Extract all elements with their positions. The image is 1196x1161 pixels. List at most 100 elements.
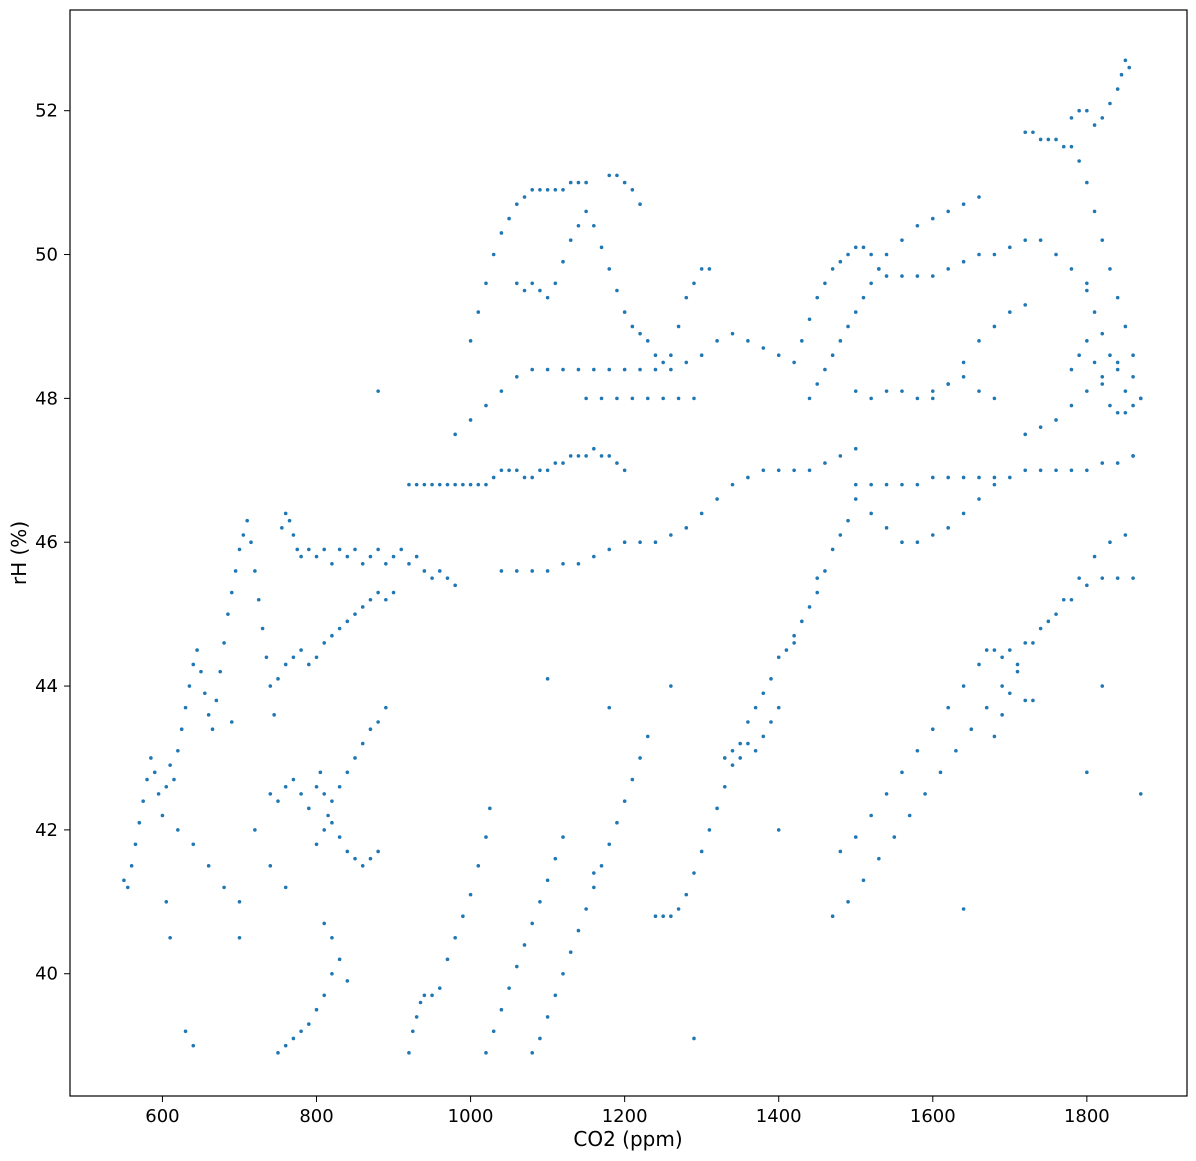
y-axis-ticks: 40 42 44 46 48 50 52	[35, 101, 70, 985]
scatter-point	[630, 324, 635, 329]
scatter-point	[203, 691, 207, 696]
scatter-point	[800, 339, 804, 343]
scatter-point	[353, 612, 357, 616]
scatter-point	[753, 705, 758, 710]
scatter-point	[345, 554, 350, 559]
scatter-point	[954, 748, 958, 753]
scatter-point	[561, 835, 565, 839]
scatter-point	[992, 252, 997, 257]
scatter-point	[1085, 468, 1089, 473]
scatter-point	[815, 590, 820, 595]
scatter-point	[607, 367, 612, 372]
scatter-point	[1108, 540, 1112, 545]
scatter-point	[283, 662, 288, 667]
scatter-point	[553, 993, 558, 998]
scatter-point	[307, 1022, 311, 1026]
scatter-point	[838, 259, 843, 264]
scatter-point	[846, 900, 850, 904]
scatter-point	[584, 396, 588, 401]
scatter-point	[830, 267, 835, 271]
scatter-point	[145, 777, 149, 782]
scatter-point	[538, 468, 542, 473]
scatter-point	[233, 569, 238, 573]
scatter-point	[653, 367, 658, 372]
scatter-point	[256, 597, 261, 602]
x-tick-label: 600	[145, 1106, 179, 1127]
scatter-point	[530, 188, 535, 192]
scatter-point	[283, 1043, 288, 1048]
scatter-point	[699, 849, 704, 854]
scatter-point	[684, 892, 689, 897]
scatter-point	[268, 864, 273, 868]
scatter-point	[1077, 159, 1081, 163]
scatter-point	[961, 259, 966, 264]
scatter-point	[638, 202, 642, 206]
scatter-point	[992, 648, 997, 652]
scatter-point	[191, 662, 196, 667]
scatter-point	[407, 561, 411, 566]
scatter-point	[769, 720, 773, 724]
scatter-point	[645, 339, 650, 343]
scatter-point	[630, 777, 635, 782]
scatter-point	[853, 310, 858, 314]
scatter-point	[776, 828, 781, 832]
scatter-point	[746, 339, 750, 343]
scatter-point	[669, 353, 673, 358]
scatter-point	[545, 677, 550, 681]
scatter-point	[846, 324, 850, 329]
plot-area-frame	[69, 9, 1188, 1097]
scatter-point	[669, 914, 673, 918]
scatter-point	[607, 547, 612, 552]
scatter-point	[746, 741, 750, 746]
scatter-point	[353, 547, 357, 552]
scatter-point	[1115, 576, 1120, 580]
scatter-point	[1023, 468, 1028, 473]
scatter-point	[1015, 662, 1020, 667]
scatter-point	[437, 482, 442, 487]
scatter-point	[992, 475, 997, 480]
scatter-point	[264, 655, 269, 660]
scatter-point	[692, 281, 696, 286]
x-axis-label: CO2 (ppm)	[573, 1127, 682, 1151]
scatter-point	[645, 734, 650, 739]
scatter-point	[930, 274, 935, 278]
scatter-point	[761, 734, 766, 739]
scatter-point	[1069, 597, 1074, 602]
scatter-point	[206, 713, 211, 717]
scatter-point	[900, 389, 904, 393]
scatter-point	[815, 382, 820, 386]
scatter-point	[1069, 367, 1074, 372]
scatter-point	[360, 605, 365, 609]
scatter-point	[461, 914, 465, 918]
scatter-point	[499, 1007, 504, 1012]
scatter-point	[322, 993, 327, 998]
scatter-point	[1038, 425, 1043, 429]
scatter-point	[164, 784, 169, 789]
scatter-point	[1115, 367, 1120, 372]
scatter-point	[622, 540, 627, 545]
scatter-point	[1100, 684, 1105, 688]
scatter-point	[226, 612, 230, 616]
scatter-point	[861, 245, 866, 250]
scatter-point	[418, 1000, 423, 1005]
scatter-point	[353, 756, 357, 760]
scatter-point	[592, 367, 596, 372]
scatter-point	[437, 986, 442, 990]
scatter-point	[1008, 245, 1012, 250]
scatter-point	[692, 1036, 696, 1041]
scatter-point	[453, 583, 457, 588]
scatter-point	[584, 907, 588, 911]
scatter-point	[900, 238, 904, 242]
scatter-point	[360, 561, 365, 566]
scatter-point	[1046, 619, 1051, 624]
scatter-point	[299, 792, 303, 796]
x-tick-label: 1600	[910, 1106, 956, 1127]
scatter-point	[422, 569, 427, 573]
scatter-point	[792, 468, 796, 473]
scatter-point	[507, 986, 511, 990]
scatter-point	[368, 554, 373, 559]
scatter-point	[453, 482, 457, 487]
scatter-point	[507, 216, 511, 221]
scatter-point	[1054, 137, 1058, 142]
scatter-point	[253, 828, 257, 832]
